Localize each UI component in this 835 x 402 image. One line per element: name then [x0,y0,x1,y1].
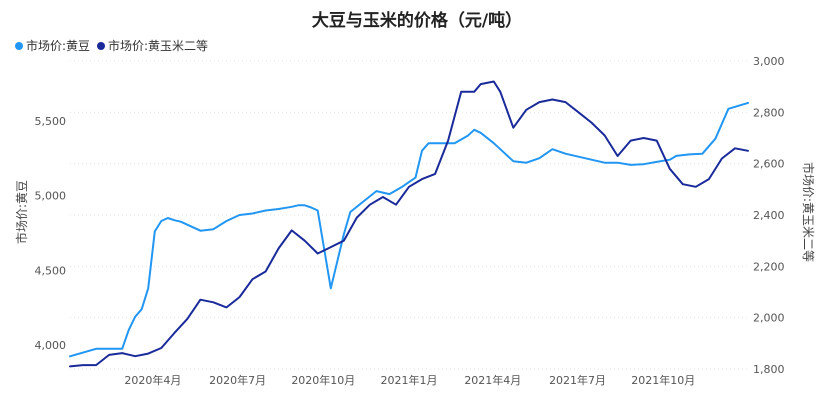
y-left-tick-label: 4,000 [35,339,67,352]
y-left-tick-label: 5,500 [35,115,67,128]
legend-marker-corn [97,42,105,50]
y-axis-right-ticks: 1,800 2,000 2,200 2,400 2,600 2,800 3,000 [753,55,785,376]
legend[interactable]: 市场价:黄豆 市场价:黄玉米二等 [15,38,208,53]
x-tick-label: 2020年10月 [291,373,355,387]
x-tick-label: 2021年10月 [631,373,695,387]
y-axis-left-title: 市场价:黄豆 [14,180,29,244]
x-axis-ticks: 2020年4月 2020年7月 2020年10月 2021年1月 2021年4月 2021… [124,373,695,387]
y-right-tick-label: 1,800 [753,363,785,376]
y-left-tick-label: 5,000 [35,190,67,203]
x-tick-label: 2021年4月 [464,373,521,387]
y-right-tick-label: 2,000 [753,312,785,325]
legend-label-corn: 市场价:黄玉米二等 [108,38,208,53]
y-axis-right-title: 市场价:黄玉米二等 [801,162,816,262]
y-left-tick-label: 4,500 [35,264,67,277]
y-right-tick-label: 2,400 [753,209,785,222]
x-tick-label: 2020年7月 [209,373,266,387]
y-right-tick-label: 2,800 [753,106,785,119]
x-tick-label: 2021年7月 [549,373,606,387]
y-axis-left-ticks: 4,000 4,500 5,000 5,500 [35,115,67,352]
legend-marker-soybean [15,42,23,50]
x-tick-label: 2021年1月 [381,373,438,387]
y-right-tick-label: 3,000 [753,55,785,68]
y-right-tick-label: 2,600 [753,158,785,171]
series-line-soybean [69,101,749,358]
x-tick-label: 2020年4月 [124,373,181,387]
series-lines [69,80,749,368]
series-line-corn [69,80,749,368]
y-right-tick-label: 2,200 [753,260,785,273]
gridlines [70,60,748,370]
chart-title: 大豆与玉米的价格（元/吨） [312,10,522,31]
legend-label-soybean: 市场价:黄豆 [26,38,90,53]
